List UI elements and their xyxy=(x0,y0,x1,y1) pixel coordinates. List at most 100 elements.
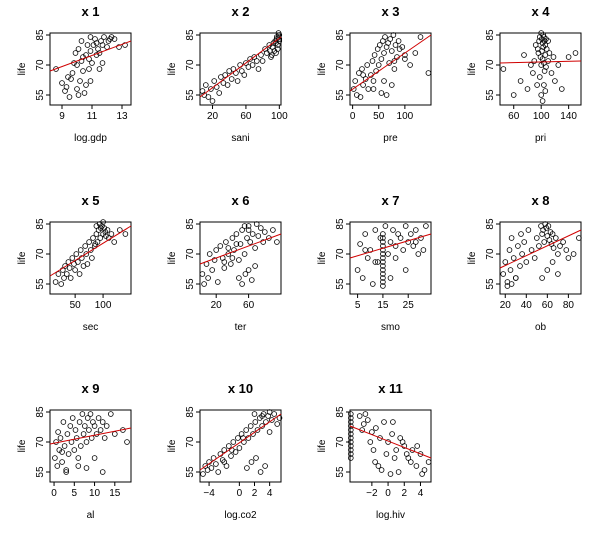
x-tick-label: 25 xyxy=(403,300,415,311)
data-point xyxy=(347,455,354,461)
data-point xyxy=(397,235,404,241)
x-tick-label: 10 xyxy=(89,488,101,499)
data-point xyxy=(60,419,67,425)
data-point xyxy=(541,239,547,245)
data-point xyxy=(124,439,130,445)
data-point xyxy=(380,231,386,237)
data-point xyxy=(217,243,224,249)
data-point xyxy=(536,74,543,80)
data-point xyxy=(76,271,83,277)
data-point xyxy=(555,251,561,257)
data-point xyxy=(201,281,207,287)
data-point xyxy=(241,223,248,229)
y-tick-label: 70 xyxy=(485,59,496,71)
data-point xyxy=(63,469,69,475)
data-point xyxy=(52,279,59,285)
data-point xyxy=(236,445,243,451)
y-axis-label: life xyxy=(467,62,478,75)
data-point xyxy=(247,423,254,429)
data-point xyxy=(75,92,82,98)
data-point xyxy=(362,231,369,237)
data-point xyxy=(525,227,532,233)
data-point xyxy=(544,267,551,273)
data-point xyxy=(228,76,235,82)
data-point xyxy=(206,251,213,257)
x-tick-label: 13 xyxy=(116,111,128,122)
data-point xyxy=(380,275,386,281)
data-point xyxy=(421,467,428,473)
data-point xyxy=(99,469,106,475)
data-point xyxy=(61,443,68,449)
data-point xyxy=(64,431,71,437)
plot-frame xyxy=(49,409,132,483)
y-tick-label: 85 xyxy=(335,406,346,418)
data-point xyxy=(543,64,549,70)
data-point xyxy=(413,463,420,469)
data-point xyxy=(259,413,265,419)
data-point xyxy=(209,98,216,104)
data-point xyxy=(82,243,88,249)
y-tick-label: 55 xyxy=(185,466,196,478)
data-point xyxy=(247,239,254,245)
data-point xyxy=(64,271,70,277)
data-point xyxy=(381,50,387,56)
data-point xyxy=(539,56,546,62)
data-point xyxy=(392,255,399,261)
data-point xyxy=(397,435,404,441)
data-point xyxy=(233,231,240,237)
data-point xyxy=(390,227,396,233)
data-point xyxy=(518,231,524,237)
y-tick-label: 55 xyxy=(335,466,346,478)
y-axis-label: life xyxy=(17,62,28,75)
data-point xyxy=(209,267,216,273)
panel-11: x 11 −2 0 2 4 55 70 85 log.hiv life xyxy=(317,381,432,521)
data-point xyxy=(370,447,377,453)
data-point xyxy=(122,231,129,237)
y-tick-label: 85 xyxy=(335,29,346,41)
data-point xyxy=(266,429,273,435)
data-point xyxy=(378,467,385,473)
y-tick-label: 70 xyxy=(335,436,346,448)
data-point xyxy=(506,247,513,253)
data-point xyxy=(97,235,104,241)
data-point xyxy=(257,469,264,475)
data-point xyxy=(375,62,382,68)
data-point xyxy=(371,52,378,58)
data-point xyxy=(221,265,228,271)
y-tick-label: 70 xyxy=(185,248,196,260)
data-point xyxy=(96,50,103,56)
data-point xyxy=(262,463,268,469)
data-point xyxy=(242,271,249,277)
data-point xyxy=(69,255,76,261)
data-point xyxy=(536,243,542,249)
x-axis-label: ob xyxy=(535,322,547,333)
data-point xyxy=(83,439,90,445)
y-axis-label: life xyxy=(317,251,328,264)
data-point xyxy=(58,281,64,287)
panel-10: x 10 −4 0 2 4 55 70 85 log.co2 life xyxy=(167,381,283,521)
data-point xyxy=(233,241,240,247)
data-point xyxy=(87,78,94,84)
data-point xyxy=(500,66,507,72)
data-point xyxy=(83,465,90,471)
data-point xyxy=(550,54,557,60)
data-point xyxy=(388,82,395,88)
data-point xyxy=(73,251,80,257)
x-tick-label: 4 xyxy=(267,488,273,499)
x-tick-label: 80 xyxy=(563,300,575,311)
data-point xyxy=(565,255,572,261)
data-point xyxy=(211,78,218,84)
data-point xyxy=(380,283,386,289)
data-point xyxy=(266,409,273,415)
data-point xyxy=(79,411,86,417)
data-point xyxy=(369,281,376,287)
data-point xyxy=(80,54,86,60)
y-tick-label: 70 xyxy=(35,59,46,71)
panel-5: x 5 50 100 55 70 85 sec life xyxy=(17,193,132,333)
data-point xyxy=(78,443,84,449)
y-tick-label: 55 xyxy=(485,278,496,290)
y-tick-label: 85 xyxy=(485,29,496,41)
data-point xyxy=(69,415,76,421)
data-point xyxy=(372,227,379,233)
data-point xyxy=(552,78,558,84)
